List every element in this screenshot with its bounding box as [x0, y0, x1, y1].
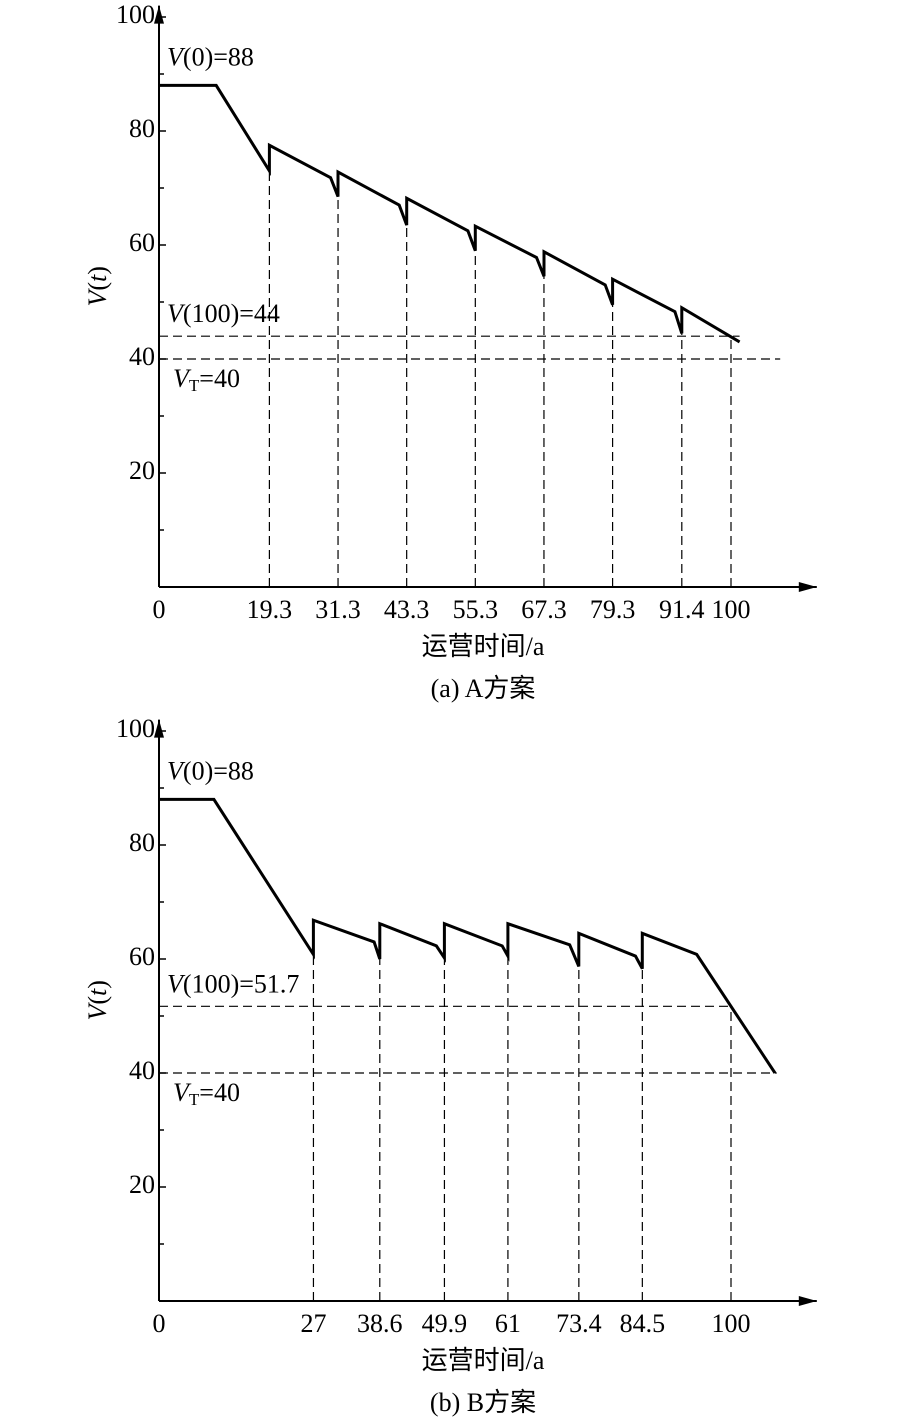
- x-tick-label: 79.3: [590, 595, 636, 624]
- reference-label: V(100)=44: [167, 299, 280, 328]
- y-axis-label: V(t): [83, 266, 112, 306]
- x-tick-label: 27: [300, 1309, 326, 1338]
- y-axis-label: V(t): [83, 980, 112, 1020]
- x-axis-arrow: [798, 1296, 817, 1306]
- caption: (b) B方案: [430, 1388, 536, 1417]
- y-axis-arrow: [154, 5, 164, 24]
- reference-label: VT=40: [173, 364, 240, 395]
- x-tick-label: 0: [153, 1309, 166, 1338]
- start-label: V(0)=88: [167, 756, 254, 785]
- y-tick-label: 20: [129, 1170, 155, 1199]
- x-tick-label: 100: [712, 1309, 751, 1338]
- y-tick-label: 80: [129, 828, 155, 857]
- x-tick-label: 61: [495, 1309, 521, 1338]
- y-tick-label: 40: [129, 342, 155, 371]
- reference-label: V(100)=51.7: [167, 969, 299, 998]
- y-tick-label: 60: [129, 228, 155, 257]
- x-tick-label: 100: [712, 595, 751, 624]
- x-tick-label: 67.3: [521, 595, 567, 624]
- x-tick-label: 55.3: [453, 595, 499, 624]
- x-tick-label: 31.3: [315, 595, 361, 624]
- y-tick-label: 60: [129, 942, 155, 971]
- data-line: [159, 797, 777, 1074]
- x-tick-label: 49.9: [422, 1309, 468, 1338]
- x-tick-label: 91.4: [659, 595, 705, 624]
- y-tick-label: 40: [129, 1056, 155, 1085]
- x-axis-label: 运营时间/a: [422, 632, 545, 661]
- x-axis-label: 运营时间/a: [422, 1346, 545, 1375]
- x-tick-label: 19.3: [247, 595, 293, 624]
- x-tick-label: 43.3: [384, 595, 430, 624]
- y-tick-label: 100: [116, 0, 155, 29]
- start-label: V(0)=88: [167, 42, 254, 71]
- y-tick-label: 80: [129, 114, 155, 143]
- y-tick-label: 20: [129, 456, 155, 485]
- y-tick-label: 100: [116, 714, 155, 743]
- reference-label: VT=40: [173, 1078, 240, 1109]
- x-axis-arrow: [798, 582, 817, 592]
- x-tick-label: 0: [153, 595, 166, 624]
- x-tick-label: 38.6: [357, 1309, 403, 1338]
- x-tick-label: 84.5: [620, 1309, 666, 1338]
- data-line: [159, 83, 741, 344]
- y-axis-arrow: [154, 719, 164, 738]
- x-tick-label: 73.4: [556, 1309, 602, 1338]
- caption: (a) A方案: [431, 674, 536, 703]
